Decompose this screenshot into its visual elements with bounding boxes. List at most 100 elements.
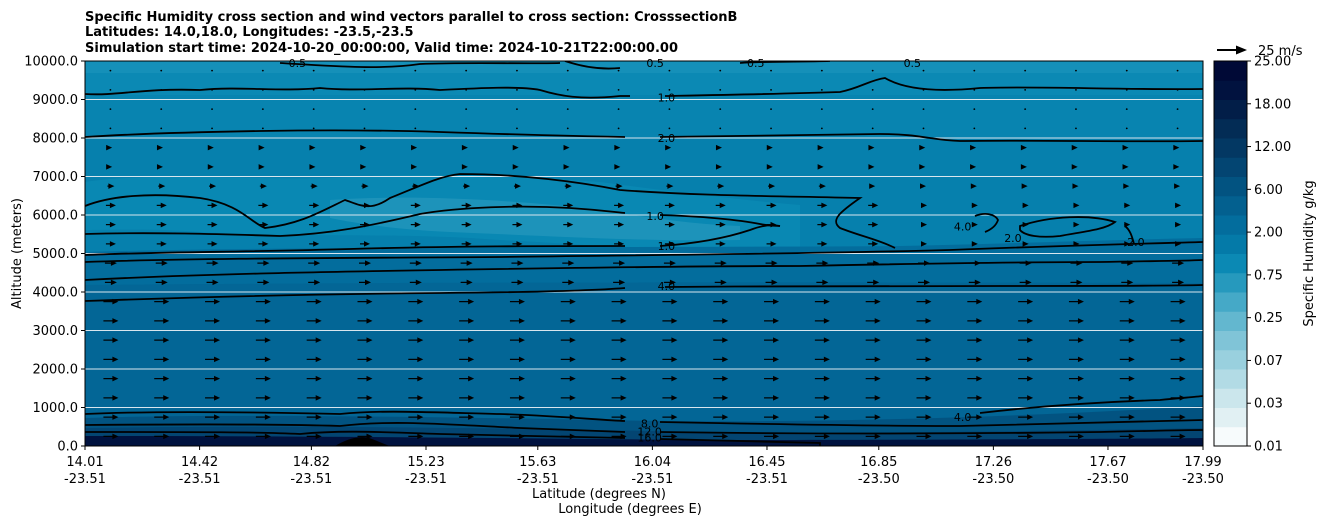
wind-vector	[563, 164, 570, 170]
wind-vector	[258, 221, 269, 228]
wind-vector	[361, 183, 369, 189]
wind-vector	[103, 356, 119, 363]
contour-16.0-right	[659, 438, 821, 446]
wind-vector	[255, 433, 271, 440]
colorbar-segment	[1214, 176, 1247, 197]
wind-vector	[357, 433, 373, 440]
terrain-bump	[335, 437, 390, 446]
contour-16.0-left	[85, 430, 626, 439]
wind-vector	[770, 127, 772, 130]
wind-vector	[1073, 241, 1080, 247]
wind-vector	[967, 414, 983, 420]
wind-vector	[871, 127, 874, 130]
wind-vector	[617, 108, 620, 111]
wind-vector	[1125, 88, 1128, 91]
wind-vector	[816, 260, 829, 266]
colorbar-label: Specific Humidity g/kg	[1302, 180, 1317, 326]
wind-vector	[916, 318, 932, 324]
wind-vector	[109, 127, 112, 130]
x-axis: 14.01 -23.51 14.42 -23.51 14.82 -23.51 15.23 -2…	[64, 446, 1224, 487]
wind-vector	[765, 279, 778, 286]
contour-label: 0.5	[904, 57, 922, 70]
wind-vector	[154, 395, 170, 401]
wind-vector	[865, 298, 881, 305]
wind-vector	[918, 260, 930, 266]
wind-vector	[408, 298, 424, 305]
colorbar-tick-label: 0.25	[1254, 311, 1283, 326]
wind-vector	[970, 183, 977, 189]
colorbar-tick-label: 18.00	[1254, 97, 1291, 112]
wind-vector	[1070, 279, 1083, 286]
wind-vector	[715, 221, 726, 228]
wind-vector	[205, 433, 221, 440]
wind-vector	[109, 88, 112, 91]
wind-vector	[205, 337, 221, 343]
wind-vector	[916, 337, 932, 343]
wind-vector	[209, 183, 217, 189]
wind-vector	[971, 202, 978, 209]
wind-vector	[154, 318, 170, 324]
colorbar-tick-label: 12.00	[1254, 140, 1291, 155]
y-tick-label: 2000.0	[33, 363, 79, 378]
colorbar-segment	[1214, 118, 1247, 139]
wind-vector	[154, 375, 170, 382]
wind-vector	[206, 279, 219, 286]
wind-vector	[509, 318, 525, 324]
wind-vector	[306, 356, 322, 363]
wind-vector	[1125, 69, 1128, 72]
wind-vector	[509, 433, 525, 440]
wind-vector	[764, 414, 780, 420]
wind-vector	[971, 221, 978, 228]
wind-vector	[614, 164, 621, 170]
wind-vector	[766, 144, 773, 151]
wind-vector	[107, 183, 115, 189]
x-tick-label-latitude: 15.23	[407, 455, 444, 470]
wind-vector	[414, 127, 417, 130]
contour-2.0-mid	[85, 241, 1203, 263]
wind-vector	[764, 395, 780, 401]
wind-vector	[1068, 395, 1084, 401]
wind-vector	[919, 144, 926, 151]
wind-vector	[1119, 414, 1135, 420]
wind-vector	[465, 108, 468, 111]
wind-vector	[1124, 241, 1131, 247]
wind-vector	[357, 375, 373, 382]
wind-vector	[668, 108, 671, 111]
wind-vector	[1071, 144, 1078, 151]
wind-vector	[156, 221, 167, 228]
wind-vector	[665, 144, 672, 151]
wind-vector	[211, 108, 213, 111]
wind-vector	[814, 318, 830, 324]
x-tick-label-latitude: 16.04	[634, 455, 671, 470]
wind-vector	[459, 414, 475, 420]
wind-vector	[611, 414, 627, 420]
wind-vector	[865, 375, 881, 382]
wind-vector	[1170, 433, 1186, 440]
wind-vector	[820, 127, 823, 130]
wind-vector	[611, 337, 627, 343]
y-tick-label: 1000.0	[33, 401, 79, 416]
wind-vector	[820, 108, 823, 111]
wind-vector	[664, 202, 675, 209]
contour-label: 1.0	[658, 240, 676, 253]
wind-vector	[155, 279, 168, 286]
wind-vector	[461, 221, 472, 228]
wind-vector	[261, 127, 264, 130]
wind-vector	[258, 241, 269, 247]
wind-vector	[1122, 144, 1129, 151]
contour-0.5-a	[279, 62, 561, 68]
wind-vector	[922, 127, 925, 130]
wind-vector	[611, 318, 627, 324]
wind-vector	[715, 202, 726, 209]
wind-vector	[560, 356, 576, 363]
wind-vector	[211, 127, 213, 130]
wind-vector	[306, 337, 322, 343]
contour-2.0-upper-right	[659, 133, 1203, 143]
wind-vector	[967, 433, 983, 440]
wind-vector	[970, 144, 977, 151]
wind-vector	[205, 414, 221, 420]
wind-vector	[918, 279, 930, 286]
wind-vector	[1070, 260, 1083, 266]
wind-vector	[617, 127, 620, 130]
wind-vector	[817, 144, 824, 151]
